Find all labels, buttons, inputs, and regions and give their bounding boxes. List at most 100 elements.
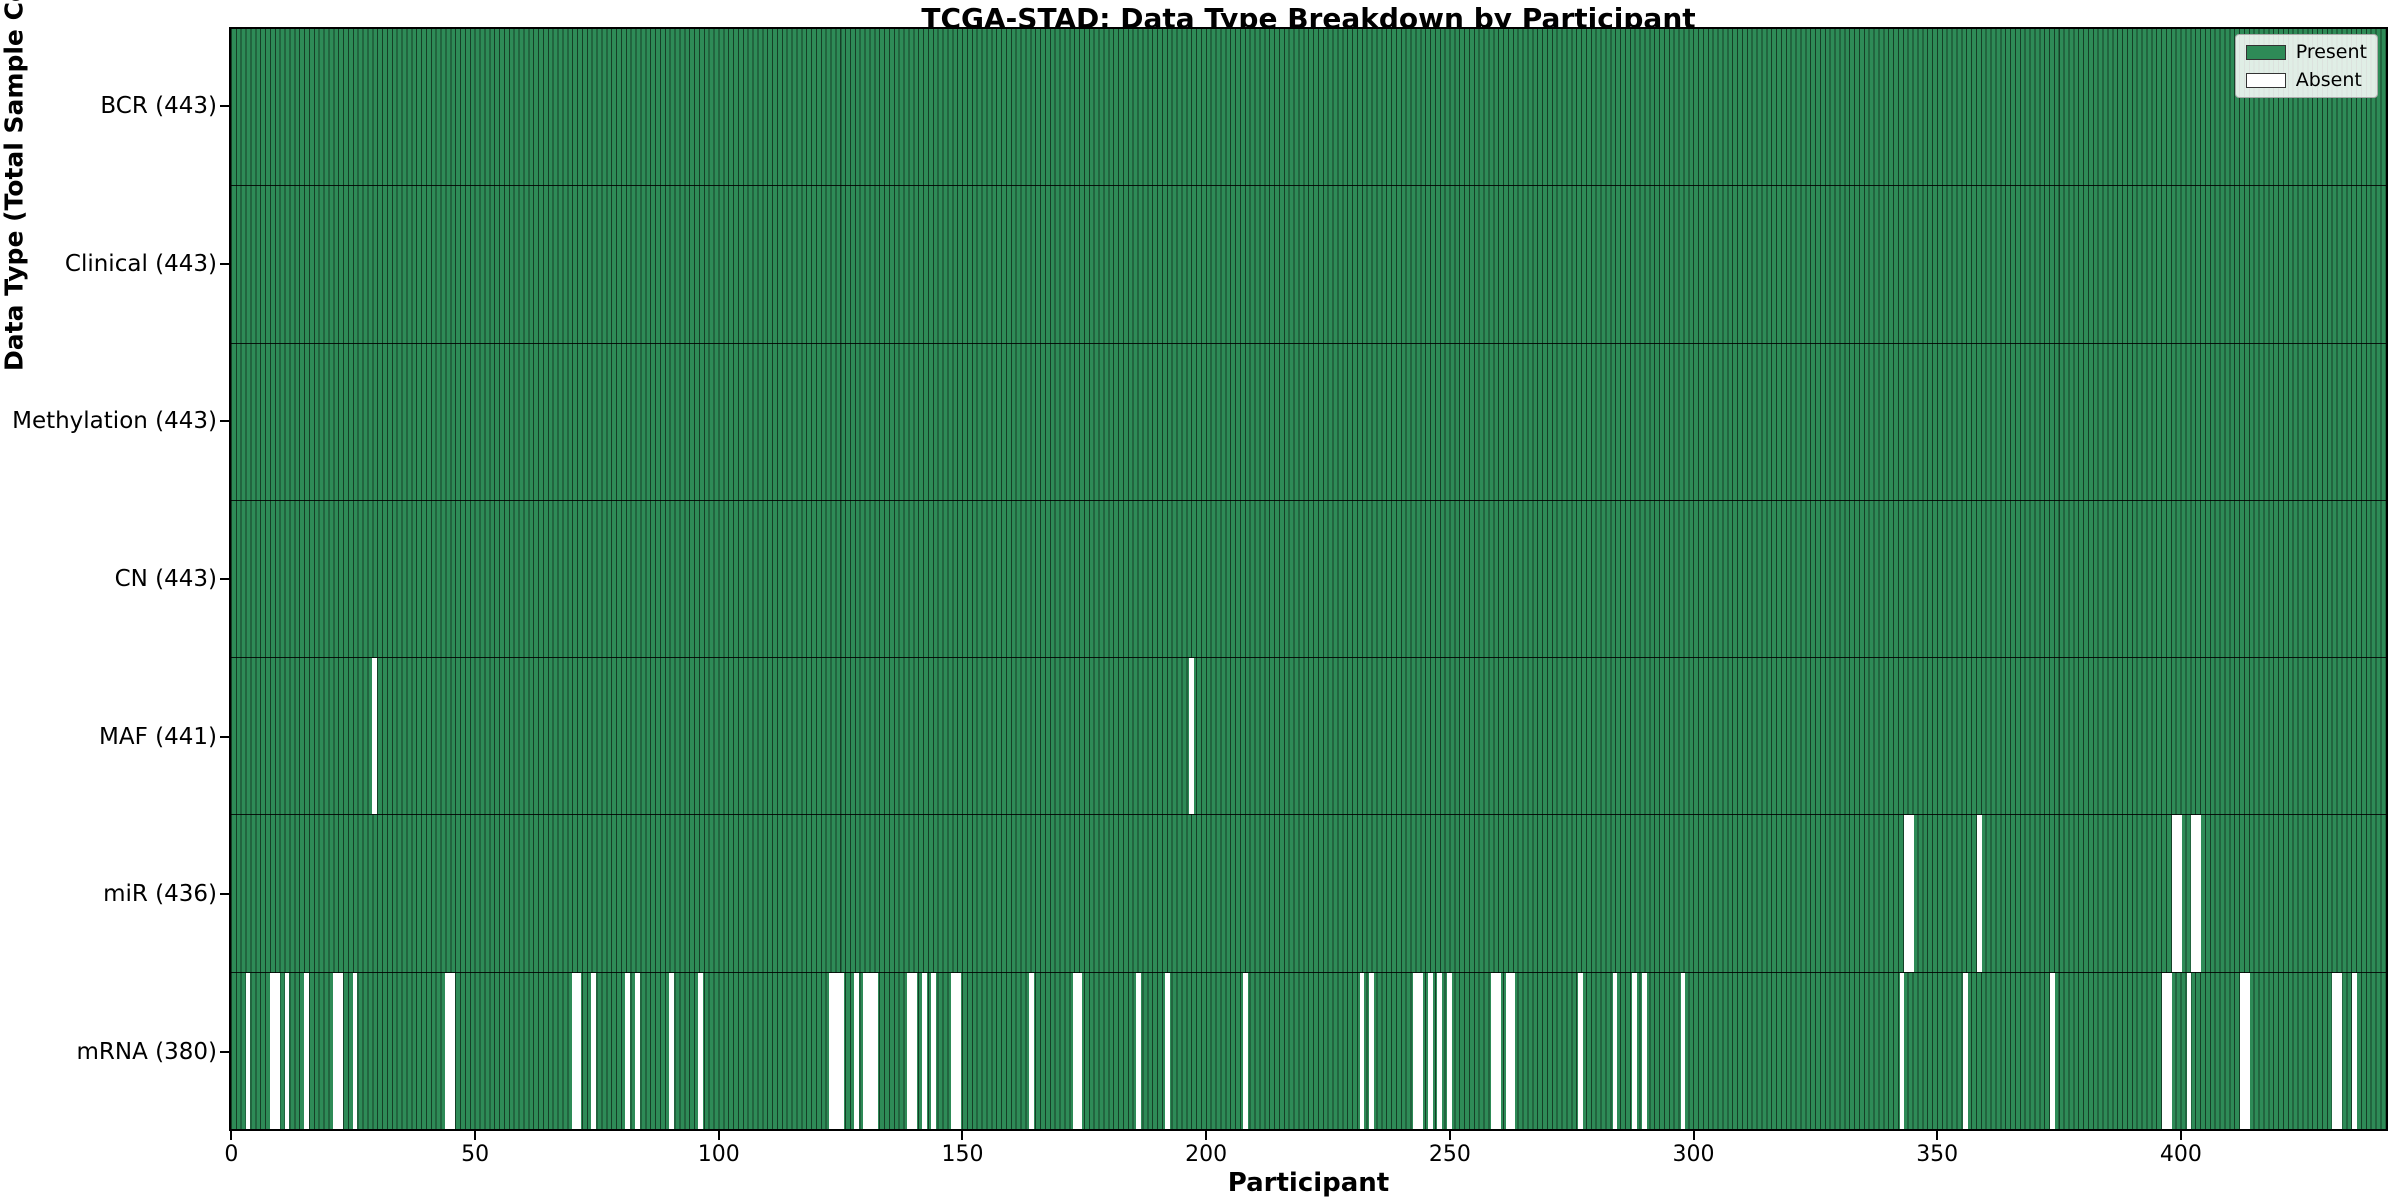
x-tick (1448, 1131, 1451, 1140)
y-tick-label-BCR: BCR (443) (100, 92, 217, 119)
absent-gap (1072, 972, 1078, 1129)
absent-gap (1164, 972, 1170, 1129)
absent-gap (912, 972, 917, 1129)
x-tick (474, 1131, 477, 1140)
absent-gap (1505, 972, 1511, 1129)
absent-gap (1135, 972, 1141, 1129)
absent-gap (1962, 972, 1968, 1129)
absent-gap (576, 972, 582, 1129)
x-tick (230, 1131, 233, 1140)
present-swatch (2245, 44, 2286, 60)
absent-gap (2196, 815, 2202, 972)
absent-gap (1631, 972, 1637, 1129)
absent-gap (571, 972, 577, 1129)
legend-entry-absent: Absent (2245, 69, 2367, 91)
x-tick-label: 400 (2159, 1142, 2202, 1167)
absent-gap (1077, 972, 1083, 1129)
absent-gap (1612, 972, 1618, 1129)
x-tick-label: 250 (1428, 1142, 1471, 1167)
absent-gap (590, 972, 596, 1129)
row-mRNA (231, 972, 2386, 1129)
absent-gap (2186, 972, 2192, 1129)
x-tick-label: 50 (461, 1142, 490, 1167)
absent-gap (1977, 815, 1983, 972)
x-tick-label: 100 (697, 1142, 740, 1167)
absent-gap (955, 972, 961, 1129)
x-axis-label: Participant (1227, 1168, 1390, 1198)
y-tick-label-miR: miR (436) (103, 881, 217, 908)
absent-gap (284, 972, 290, 1129)
absent-gap (829, 972, 835, 1129)
absent-gap (834, 972, 840, 1129)
absent-gap (1680, 972, 1686, 1129)
x-tick (717, 1131, 720, 1140)
absent-gap (1510, 972, 1516, 1129)
absent-gap (1904, 815, 1910, 972)
y-tick-label-CN: CN (443) (114, 566, 217, 592)
absent-gap (372, 658, 377, 815)
legend-entry-present: Present (2245, 41, 2367, 63)
absent-gap (1899, 972, 1905, 1129)
y-tick-label-mRNA: mRNA (380) (76, 1039, 217, 1066)
absent-gap (625, 972, 630, 1129)
row-MAF (231, 658, 2386, 816)
absent-gap (338, 972, 343, 1129)
absent-gap (2351, 972, 2357, 1129)
absent-gap (863, 972, 869, 1129)
y-tick (220, 262, 229, 265)
absent-gap (274, 972, 280, 1129)
x-tick-label: 200 (1185, 1142, 1228, 1167)
absent-gap (1909, 815, 1915, 972)
absent-gap (245, 972, 251, 1129)
absent-gap (2167, 972, 2172, 1129)
absent-gap (1369, 972, 1375, 1129)
absent-gap (1490, 972, 1496, 1129)
y-tick (220, 893, 229, 896)
plot-area: Present Absent (229, 27, 2388, 1131)
row-Clinical (231, 186, 2386, 344)
absent-gap (950, 972, 956, 1129)
x-tick (2179, 1131, 2182, 1140)
absent-gap (873, 972, 878, 1129)
y-tick-label-Clinical: Clinical (443) (64, 250, 217, 277)
absent-gap (2050, 972, 2056, 1129)
absent-gap (1359, 972, 1365, 1129)
absent-gap (2176, 815, 2182, 972)
y-tick (220, 420, 229, 423)
absent-gap (697, 972, 703, 1129)
absent-gap (333, 972, 338, 1129)
absent-gap (668, 972, 674, 1129)
absent-gap (2162, 972, 2168, 1129)
x-tick (1205, 1131, 1208, 1140)
absent-gap (1242, 972, 1248, 1129)
absent-gap (1417, 972, 1423, 1129)
absent-gap (931, 972, 937, 1129)
x-tick-label: 300 (1672, 1142, 1715, 1167)
row-BCR (231, 29, 2386, 187)
absent-gap (1447, 972, 1452, 1129)
absent-gap (1189, 658, 1195, 815)
absent-gap (921, 972, 927, 1129)
y-tick (220, 735, 229, 738)
absent-gap (868, 972, 874, 1129)
y-tick (220, 1051, 229, 1054)
absent-gap (1437, 972, 1443, 1129)
absent-swatch (2245, 72, 2286, 88)
legend-present-label: Present (2295, 41, 2367, 63)
absent-gap (2332, 972, 2338, 1129)
absent-gap (2191, 815, 2197, 972)
absent-gap (839, 972, 844, 1129)
absent-gap (1413, 972, 1418, 1129)
absent-gap (269, 972, 275, 1129)
absent-gap (907, 972, 913, 1129)
legend-absent-label: Absent (2295, 69, 2362, 91)
x-tick-label: 150 (941, 1142, 984, 1167)
heatmap-rows (231, 29, 2386, 1129)
absent-gap (1578, 972, 1584, 1129)
absent-gap (2337, 972, 2343, 1129)
x-tick-label: 350 (1916, 1142, 1959, 1167)
absent-gap (1495, 972, 1501, 1129)
x-tick-label: 0 (224, 1142, 239, 1167)
row-miR (231, 815, 2386, 973)
absent-gap (2240, 972, 2245, 1129)
